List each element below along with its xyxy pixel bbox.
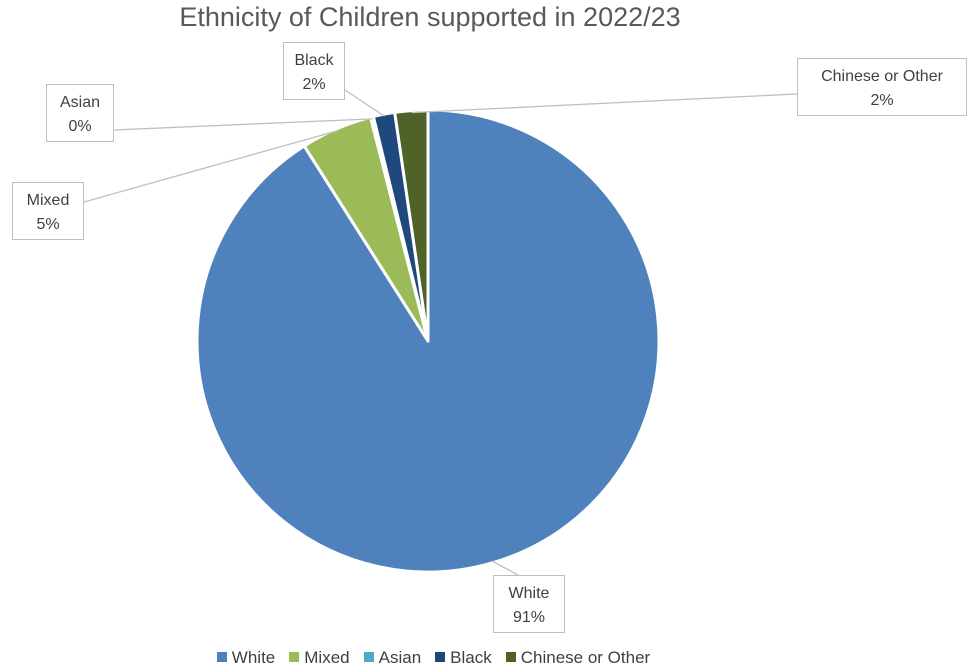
legend-item-white: White xyxy=(216,648,276,668)
pie-slice-chinese-or-other xyxy=(393,108,430,343)
legend-label: Mixed xyxy=(304,648,350,667)
legend-label: Black xyxy=(450,648,492,667)
data-label-category: Mixed xyxy=(27,192,70,209)
data-label-category: Chinese or Other xyxy=(821,68,944,85)
data-label-black: Black 2% xyxy=(283,42,345,100)
data-label-mixed: Mixed 5% xyxy=(12,182,84,240)
data-label-value: 0% xyxy=(68,118,91,135)
data-label-chinese-or-other: Chinese or Other 2% xyxy=(797,58,967,116)
callout-box xyxy=(493,575,565,633)
data-label-asian: Asian 0% xyxy=(46,84,114,142)
legend-label: White xyxy=(231,648,276,667)
legend-swatch xyxy=(505,652,516,662)
legend-item-chinese-or-other: Chinese or Other xyxy=(505,648,651,668)
data-label-category: White xyxy=(509,585,550,602)
callout-box xyxy=(797,58,967,116)
legend: White Mixed Asian Black Chinese or Other xyxy=(0,648,867,668)
legend-item-mixed: Mixed xyxy=(289,648,350,668)
callout-box xyxy=(283,42,345,100)
callout-box xyxy=(12,182,84,240)
data-label-category: Black xyxy=(294,52,334,69)
data-label-value: 2% xyxy=(302,76,325,93)
leader-line xyxy=(411,93,798,114)
data-label-white: White 91% xyxy=(493,575,565,633)
legend-swatch xyxy=(363,652,374,662)
data-label-category: Asian xyxy=(60,94,100,111)
legend-label: Chinese or Other xyxy=(520,648,651,667)
leader-line xyxy=(83,130,338,203)
leader-line xyxy=(491,560,519,576)
legend-swatch xyxy=(216,652,227,662)
leader-line xyxy=(344,89,385,117)
callout-box xyxy=(46,84,114,142)
legend-item-black: Black xyxy=(435,648,492,668)
chart-title: Ethnicity of Children supported in 2022/… xyxy=(179,2,681,32)
leader-line xyxy=(113,118,373,131)
legend-swatch xyxy=(435,652,446,662)
legend-item-asian: Asian xyxy=(363,648,422,668)
legend-label: Asian xyxy=(378,648,422,667)
legend-swatch xyxy=(289,652,300,662)
data-label-value: 5% xyxy=(36,216,59,233)
data-label-value: 2% xyxy=(870,92,893,109)
data-label-value: 91% xyxy=(513,609,545,626)
